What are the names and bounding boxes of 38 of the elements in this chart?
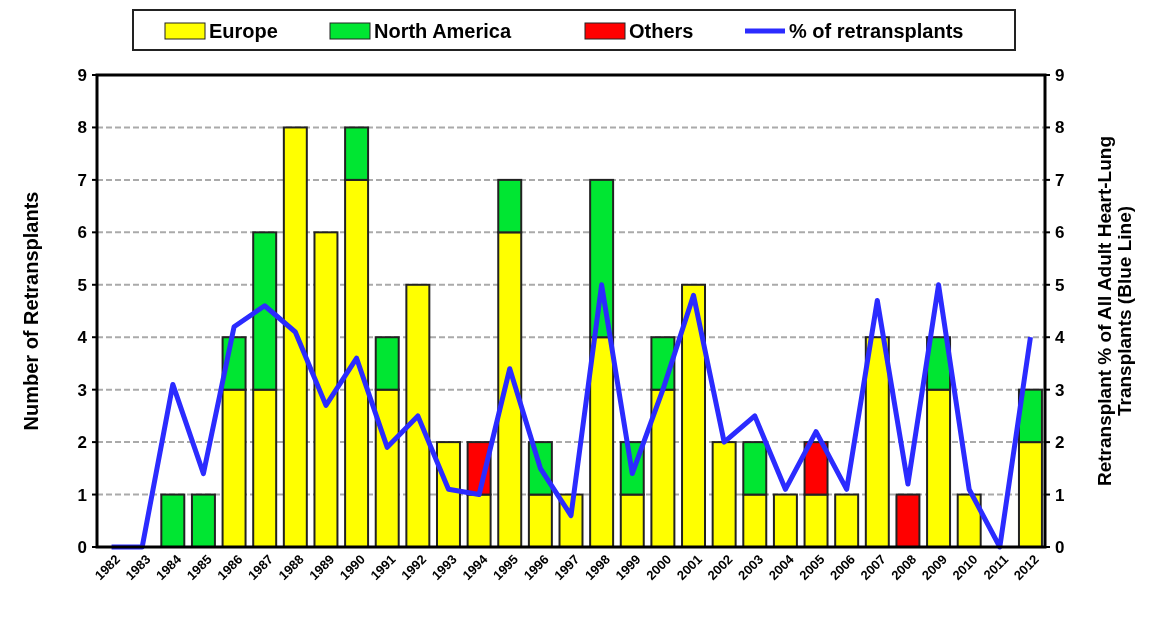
bar: [435, 441, 461, 548]
y-tick-label: 3: [77, 380, 87, 400]
y2-tick-label: 2: [1055, 433, 1065, 453]
y2-tick-label: 7: [1055, 170, 1065, 190]
y2-tick-label: 6: [1055, 223, 1065, 243]
bar: [772, 493, 798, 548]
bar: [895, 493, 921, 548]
y-tick-label: 0: [77, 537, 87, 557]
bar: [834, 493, 860, 548]
y-axis-title: Number of Retransplants: [20, 191, 42, 431]
y-tick-label: 1: [77, 485, 87, 505]
y2-tick-label: 9: [1055, 65, 1065, 85]
bar: [711, 441, 737, 548]
bar: [190, 493, 216, 548]
y2-tick-label: 1: [1055, 485, 1065, 505]
y2-tick-label: 8: [1055, 118, 1065, 138]
y2-tick-label: 4: [1055, 328, 1065, 348]
y-tick-label: 5: [77, 275, 87, 295]
y-tick-label: 4: [77, 328, 88, 348]
y2-tick-label: 5: [1055, 275, 1065, 295]
y2-axis-title: Retransplant % of All Adult Heart-Lung Transplants (Blue Line): [1093, 135, 1136, 487]
y2-tick-label: 0: [1055, 537, 1065, 557]
bar: [864, 336, 890, 548]
bar: [160, 493, 186, 548]
y2-tick-label: 3: [1055, 380, 1065, 400]
y-tick-label: 7: [77, 170, 87, 190]
bar: [313, 231, 339, 548]
y-tick-label: 8: [77, 118, 87, 138]
bar: [282, 126, 308, 548]
y-tick-label: 2: [77, 433, 87, 453]
legend-label: % of retransplants: [789, 20, 964, 42]
legend-label: Europe: [209, 20, 278, 42]
y-tick-label: 9: [77, 65, 87, 85]
legend-label: North America: [374, 20, 512, 42]
bar: [405, 283, 431, 548]
legend-label: Others: [629, 20, 694, 42]
bar: [681, 283, 707, 548]
y-tick-label: 6: [77, 223, 87, 243]
